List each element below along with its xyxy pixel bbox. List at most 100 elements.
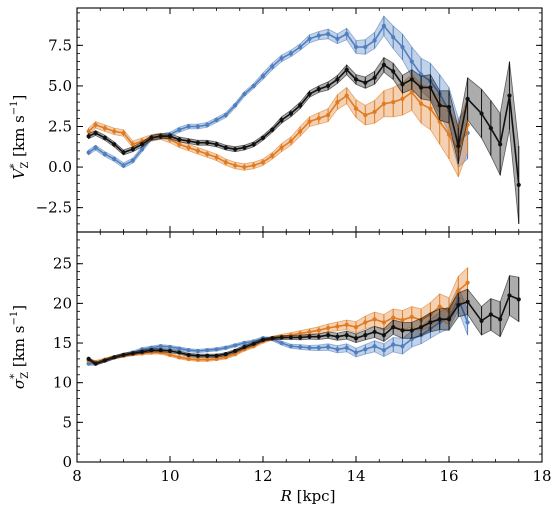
top-y-tick-label: 7.5 <box>48 36 72 54</box>
bottom-series-2-point <box>177 350 182 355</box>
top-series-0-point <box>140 147 145 152</box>
bottom-series-1-point <box>177 355 182 360</box>
top-series-1-point <box>112 129 117 134</box>
top-series-2-point <box>479 111 484 116</box>
bottom-series-2-point <box>307 334 312 339</box>
top-series-2-point <box>437 103 442 108</box>
bottom-y-label-unit-post: ] <box>10 305 28 311</box>
bottom-series-0-point <box>381 348 386 353</box>
bottom-series-2-point <box>158 348 163 353</box>
bottom-series-0-point <box>233 343 238 348</box>
bottom-series-1-point <box>353 325 359 330</box>
bottom-series-2-point <box>140 349 145 354</box>
bottom-series-2-point <box>419 325 424 330</box>
top-series-1-point <box>251 163 256 168</box>
top-series-2-point <box>400 82 405 87</box>
bottom-y-label-unit-pre: [km s <box>10 326 28 372</box>
top-y-tick-label: 0.0 <box>48 158 72 176</box>
bottom-series-0-point <box>158 344 163 349</box>
top-series-2-point <box>344 67 349 72</box>
bottom-series-0-point <box>344 345 349 350</box>
bottom-series-2-point <box>102 358 107 363</box>
x-tick-label: 16 <box>439 467 458 485</box>
bottom-series-2-point <box>488 312 493 317</box>
top-series-0-point <box>93 145 98 150</box>
bottom-series-1-point <box>381 320 386 325</box>
top-series-0-point <box>326 31 331 37</box>
bottom-series-2-point <box>242 344 247 350</box>
bottom-series-1-point <box>214 356 219 361</box>
top-series-1-point <box>353 106 359 111</box>
bottom-series-2-point <box>251 341 256 346</box>
top-series-0-point <box>344 31 349 37</box>
top-series-1-point <box>363 113 368 118</box>
top-series-0-point <box>409 59 414 64</box>
panel-bottom-plot: 0 5 10 15 20 25 8 10 12 14 16 18 <box>53 231 552 485</box>
top-series-1-point <box>391 100 396 105</box>
top-series-2-point <box>288 111 293 116</box>
top-series-1-point <box>288 139 293 144</box>
top-series-2-point <box>363 80 368 85</box>
x-tick-label: 10 <box>160 467 179 485</box>
bottom-y-axis-label: σ*Z [km s−1] <box>9 305 31 389</box>
bottom-series-0-point <box>326 344 331 350</box>
bottom-series-0-point <box>195 348 200 354</box>
top-series-2-point <box>251 142 256 147</box>
bottom-series-2-point <box>498 317 503 322</box>
top-series-0-point <box>86 150 91 155</box>
bottom-series-2-point <box>186 352 191 358</box>
top-series-1-point <box>177 142 182 147</box>
top-series-2-point <box>279 117 284 123</box>
top-series-0-point <box>223 113 228 118</box>
top-series-1-point <box>260 160 266 165</box>
top-y-label-unit-post: ] <box>10 95 28 101</box>
bottom-series-1-point <box>316 328 321 333</box>
top-series-0-point <box>391 35 396 40</box>
bottom-series-1-point <box>195 357 200 362</box>
top-series-0-point <box>233 103 238 108</box>
top-series-0-point <box>288 51 293 56</box>
top-series-2-point <box>516 182 521 188</box>
top-series-2-point <box>242 145 247 150</box>
bottom-y-tick-label: 0 <box>62 453 72 471</box>
bottom-series-2-point <box>260 337 266 342</box>
bottom-series-group <box>86 266 521 366</box>
bottom-y-tick-label: 15 <box>53 334 72 352</box>
bottom-series-2-point <box>479 318 484 323</box>
top-series-2-point <box>270 127 275 132</box>
bottom-series-2-point <box>86 356 91 361</box>
top-series-1-point <box>316 116 321 121</box>
bottom-series-1-point <box>186 356 191 361</box>
top-series-1-point <box>446 132 452 137</box>
top-series-2-point <box>205 140 210 145</box>
top-series-1-point <box>381 101 386 106</box>
bottom-series-1-point <box>335 324 340 329</box>
top-series-0-point <box>195 124 200 129</box>
bottom-series-2-point <box>130 351 135 356</box>
bottom-series-0-point <box>316 345 321 350</box>
bottom-series-2-point <box>344 333 349 338</box>
top-series-0-point <box>121 163 126 168</box>
bottom-y-label-sub: Z <box>20 372 31 379</box>
top-y-tick-label: −2.5 <box>36 199 72 217</box>
x-label-unit: [kpc] <box>297 487 336 505</box>
top-series-1-point <box>195 148 200 153</box>
bottom-series-1-point <box>456 288 461 293</box>
bottom-series-2-point <box>195 353 200 358</box>
top-series-0-point <box>102 151 107 157</box>
top-series-1-point <box>223 160 228 165</box>
top-series-0-point <box>205 122 210 127</box>
bottom-y-tick-label: 25 <box>53 255 72 273</box>
top-series-2-point <box>149 135 154 140</box>
bottom-series-0-point <box>279 340 284 346</box>
bottom-series-1-point <box>205 357 210 362</box>
top-series-2-error-band <box>88 56 520 224</box>
x-tick-label: 12 <box>253 467 272 485</box>
top-series-0-point <box>381 23 386 28</box>
top-series-1-point <box>130 142 135 147</box>
bottom-series-1-point <box>465 280 470 285</box>
bottom-series-0-point <box>353 350 359 355</box>
top-series-2-point <box>177 137 182 142</box>
top-series-0-point <box>242 91 247 97</box>
top-series-0-point <box>186 124 191 129</box>
